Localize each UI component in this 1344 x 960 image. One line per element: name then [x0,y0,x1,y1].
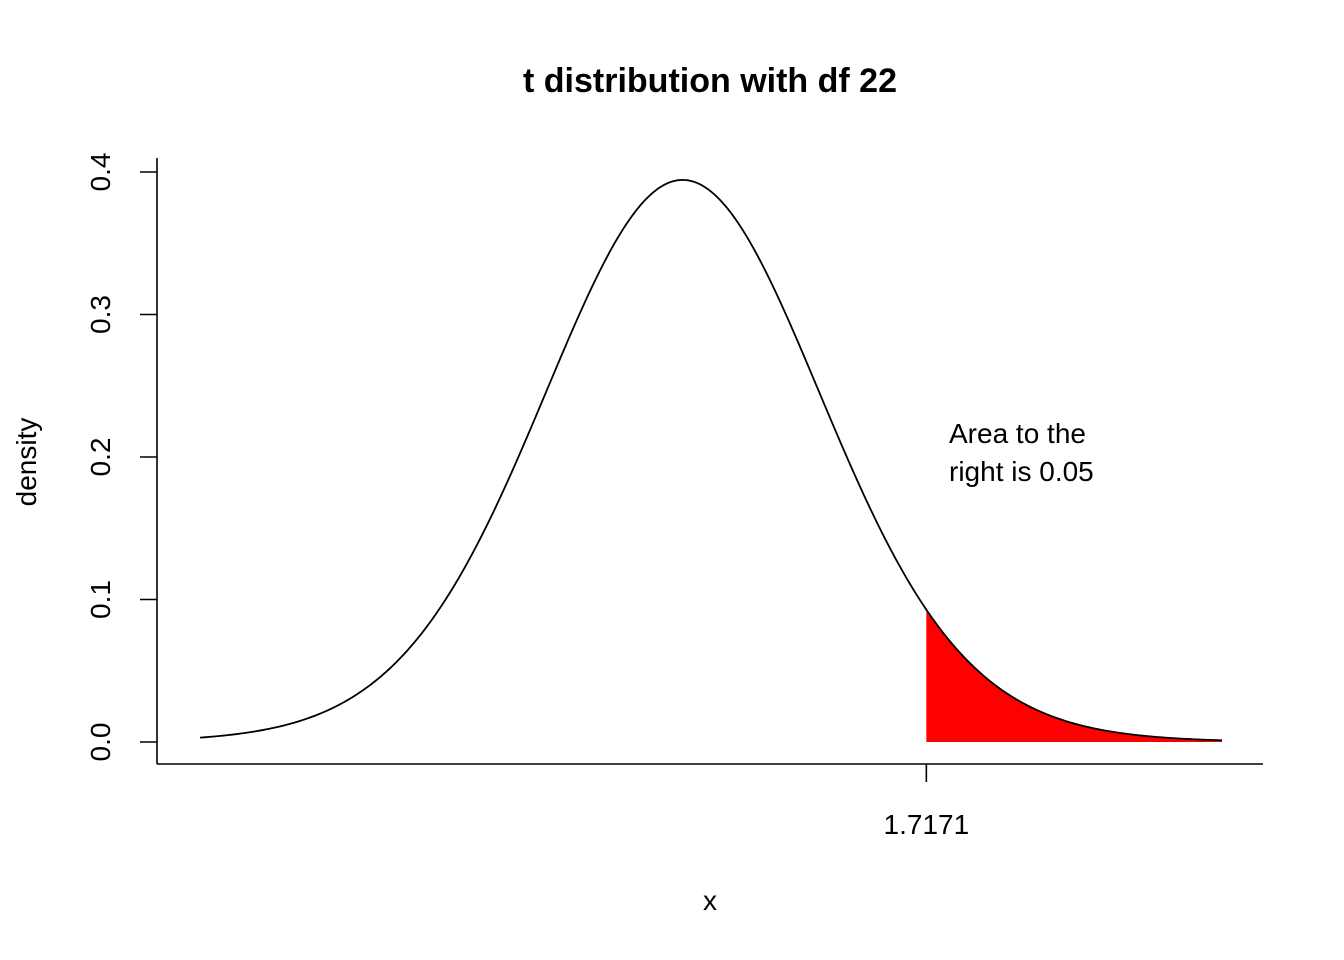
y-axis: 0.0 0.1 0.2 0.3 0.4 [85,153,158,764]
density-curve [199,179,1223,742]
annotation-line-2: right is 0.05 [949,456,1094,487]
y-axis-label: density [11,418,42,507]
x-axis-label: x [703,885,717,916]
y-tick-label: 0.3 [85,295,116,334]
chart-title: t distribution with df 22 [523,62,897,100]
y-tick-label: 0.4 [85,153,116,192]
annotation-line-1: Area to the [949,418,1086,449]
x-axis: 1.7171 [157,763,1263,840]
y-tick-label: 0.0 [85,723,116,762]
y-tick-label: 0.2 [85,438,116,477]
area-annotation: Area to the right is 0.05 [949,418,1094,487]
y-tick-label: 0.1 [85,580,116,619]
shaded-right-tail-area [926,609,1222,742]
x-tick-label: 1.7171 [884,809,970,840]
